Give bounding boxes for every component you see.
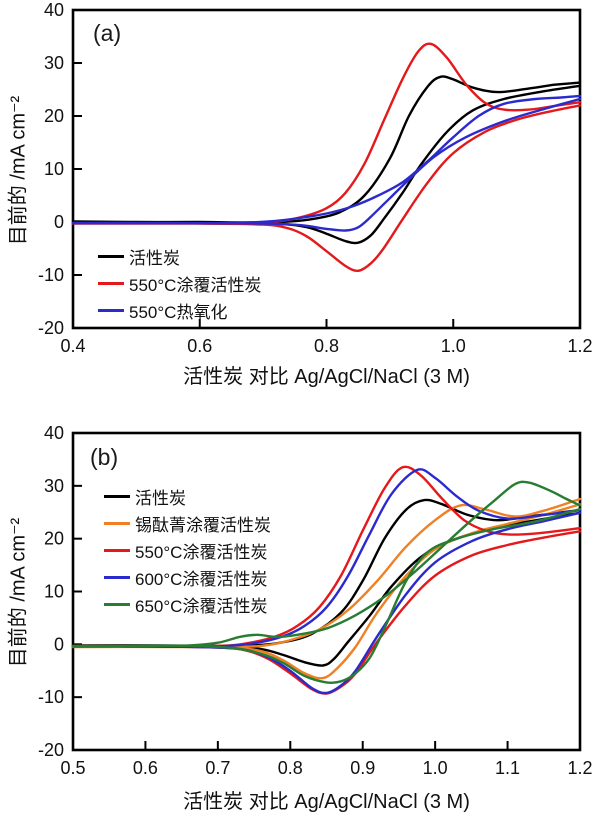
panel-label-a: (a) <box>93 20 122 46</box>
x-tick-label: 0.6 <box>187 336 212 356</box>
legend-line-swatch <box>98 255 124 258</box>
legend-label: 550°C热氧化 <box>129 303 228 322</box>
y-tick-label: -10 <box>38 265 64 285</box>
y-tick-label: 40 <box>44 423 64 443</box>
legend-label: 550°C涂覆活性炭 <box>135 543 268 562</box>
x-tick-label: 0.5 <box>60 758 85 778</box>
y-tick-label: -20 <box>38 740 64 760</box>
y-axis-title-b: 目前的 /mA cm⁻² <box>7 517 30 668</box>
legend-item-activated-carbon: 活性炭 <box>98 243 261 270</box>
curve-550-coated-forward <box>71 42 582 225</box>
x-tick-label: 0.6 <box>133 758 158 778</box>
x-tick-label: 1.2 <box>567 758 592 778</box>
curve-550-thermal-oxidation-forward <box>71 94 582 225</box>
legend-a: 活性炭 550°C涂覆活性炭 550°C热氧化 <box>98 243 261 324</box>
legend-label: 600°C涂覆活性炭 <box>135 570 268 589</box>
y-tick-label: 10 <box>44 159 64 179</box>
x-tick-label: 1.0 <box>423 758 448 778</box>
x-axis-title-b: 活性炭 对比 Ag/AgCl/NaCl (3 M) <box>183 791 470 813</box>
panel-a: 0.4 0.6 0.8 1.0 1.2 40 30 20 10 0 -10 -20 (a) 目前的 /… <box>7 0 593 388</box>
legend-line-swatch <box>104 495 130 498</box>
y-tick-label: 0 <box>54 212 64 232</box>
plot-frame <box>71 431 582 752</box>
plot-area-a: 0.4 0.6 0.8 1.0 1.2 40 30 20 10 0 -10 -20 <box>38 0 593 356</box>
legend-item-550-coated: 550°C涂覆活性炭 <box>98 270 261 297</box>
legend-item-600-coated: 600°C涂覆活性炭 <box>104 564 271 591</box>
legend-label: 锡酞菁涂覆活性炭 <box>135 516 271 535</box>
curve-550-thermal-oxidation-reverse <box>71 97 582 232</box>
legend-item-snpc-coated: 锡酞菁涂覆活性炭 <box>104 510 271 537</box>
x-tick-label: 0.9 <box>350 758 375 778</box>
y-tick-label: 30 <box>44 53 64 73</box>
legend-line-swatch <box>104 549 130 552</box>
y-tick-label: 20 <box>44 529 64 549</box>
y-tick-label: -10 <box>38 687 64 707</box>
legend-line-swatch <box>98 309 124 312</box>
legend-item-550-thermal-oxidation: 550°C热氧化 <box>98 297 261 324</box>
legend-line-swatch <box>104 603 130 606</box>
legend-item-650-coated: 650°C涂覆活性炭 <box>104 591 271 618</box>
curve-550-coated-reverse <box>71 104 582 273</box>
legend-label: 550°C涂覆活性炭 <box>129 276 262 295</box>
y-tick-label: -20 <box>38 318 64 338</box>
y-tick-label: 20 <box>44 106 64 126</box>
panel-label-b: (b) <box>90 444 119 470</box>
plot-frame <box>71 8 582 330</box>
x-tick-label: 0.8 <box>314 336 339 356</box>
curve-650-coated-reverse <box>71 507 582 685</box>
curve-600-coated-forward <box>71 468 582 648</box>
legend-label: 活性炭 <box>135 489 186 508</box>
y-tick-label: 0 <box>54 634 64 654</box>
legend-b: 活性炭锡酞菁涂覆活性炭 550°C涂覆活性炭 600°C涂覆活性炭 650°C涂覆活性… <box>104 483 271 618</box>
y-tick-label: 40 <box>44 0 64 20</box>
y-axis-title-a: 目前的 /mA cm⁻² <box>7 95 30 246</box>
x-tick-label: 0.8 <box>278 758 303 778</box>
x-tick-label: 1.1 <box>495 758 520 778</box>
legend-label: 650°C涂覆活性炭 <box>135 597 268 616</box>
x-tick-label: 1.2 <box>567 336 592 356</box>
panel-b: 0.5 0.6 0.7 0.8 0.9 1.0 1.1 1.2 40 30 20 10 0 -10 -20 … <box>0 414 600 828</box>
legend-item-550-coated: 550°C涂覆活性炭 <box>104 537 271 564</box>
legend-label: 活性炭 <box>129 249 180 268</box>
x-axis-title-a: 活性炭 对比 Ag/AgCl/NaCl (3 M) <box>183 366 470 388</box>
x-tick-label: 0.7 <box>205 758 230 778</box>
x-tick-label: 1.0 <box>441 336 466 356</box>
y-tick-label: 30 <box>44 476 64 496</box>
curve-650-coated-forward <box>71 480 582 648</box>
plot-area-b: 0.5 0.6 0.7 0.8 0.9 1.0 1.1 1.2 40 30 20 10 0 -10 -20 <box>38 423 593 778</box>
legend-item-activated-carbon: 活性炭 <box>104 483 271 510</box>
x-tick-label: 0.4 <box>60 336 85 356</box>
legend-line-swatch <box>104 576 130 579</box>
legend-line-swatch <box>104 522 130 525</box>
legend-line-swatch <box>98 282 124 285</box>
y-tick-label: 10 <box>44 582 64 602</box>
